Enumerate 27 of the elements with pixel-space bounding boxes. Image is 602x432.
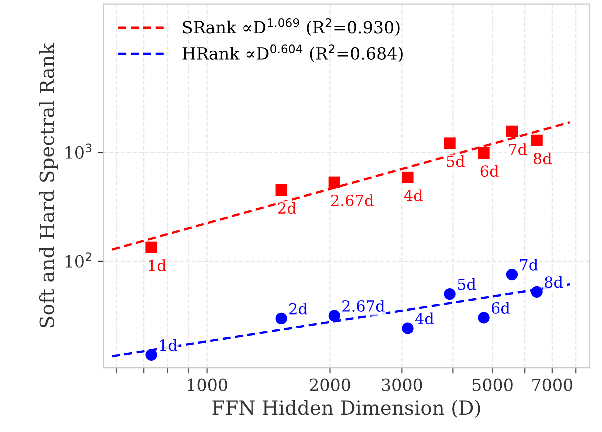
annotation: 5d — [458, 278, 476, 290]
annotation: 2.67d — [342, 300, 385, 312]
annotation: 6d — [492, 302, 510, 314]
x-tick-label: 1000 — [188, 378, 228, 392]
x-tick-label: 3000 — [382, 378, 422, 392]
x-tick-label: 2000 — [310, 378, 350, 392]
legend-label: HRank ∝D$^{0.604}$ (R$^{2}$=0.684) — [182, 44, 403, 62]
annotation: 5d — [447, 156, 465, 168]
annotation: 8d — [534, 152, 552, 165]
annotation: 1d — [160, 339, 178, 352]
x-axis-title: FFN Hidden Dimension (D) — [212, 400, 480, 418]
x-tick-label: 5000 — [472, 378, 513, 392]
y-tick-label: 10$^{2}$ — [66, 252, 92, 268]
annotation: 2d — [290, 302, 308, 315]
annotation: 6d — [480, 165, 499, 178]
annotation: 4d — [415, 312, 434, 325]
annotation: 2.67d — [332, 194, 374, 206]
x-tick-label: 7000 — [532, 378, 573, 392]
y-axis-title: Soft and Hard Spectral Rank — [39, 43, 58, 328]
annotation: 4d — [404, 190, 423, 202]
annotation: 1d — [149, 260, 166, 272]
annotation: 7d — [509, 144, 528, 156]
y-tick-label: 10$^{3}$ — [66, 144, 92, 160]
legend-label: SRank ∝D$^{1.069}$ (R$^{2}$=0.930) — [183, 18, 400, 36]
annotation: 8d — [545, 276, 564, 288]
annotation: 7d — [520, 259, 538, 271]
annotation: 2d — [278, 202, 296, 214]
